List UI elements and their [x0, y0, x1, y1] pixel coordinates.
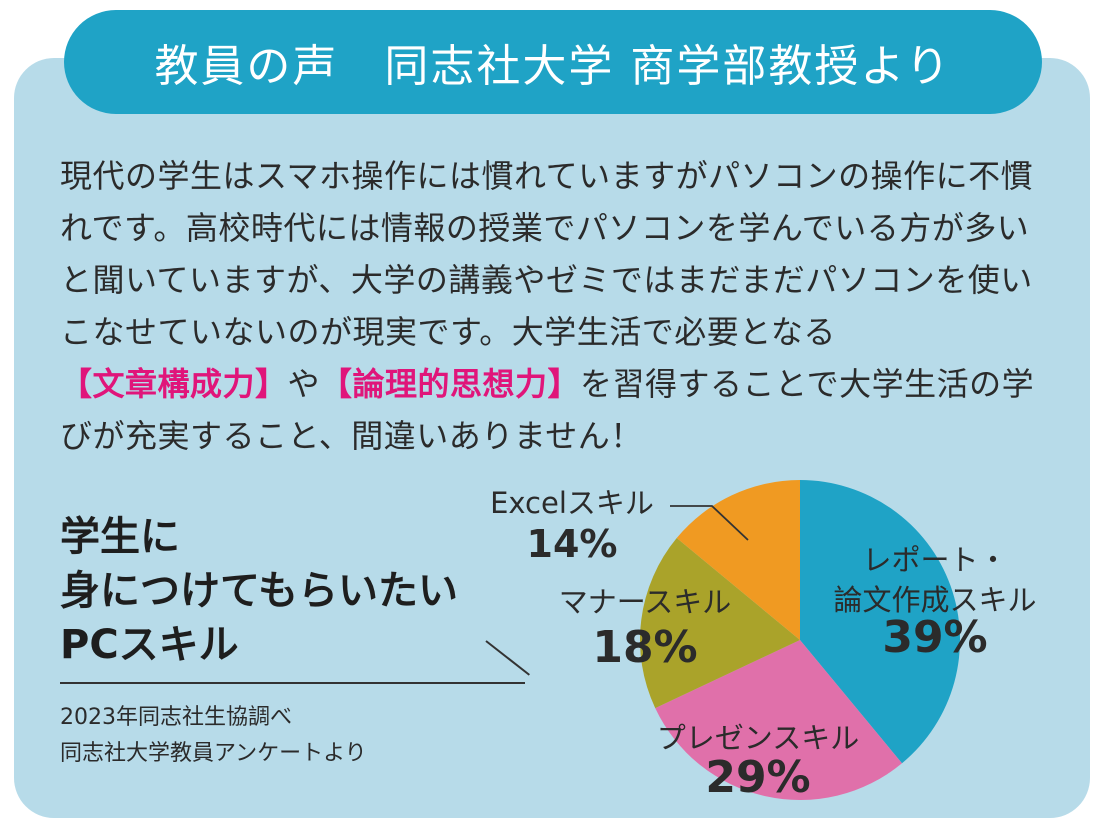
source-note: 2023年同志社生協調べ 同志社大学教員アンケートより — [60, 700, 367, 772]
chart-caption-line-3: PCスキル — [60, 622, 239, 668]
highlight-logic-skill: 【論理的思想力】 — [320, 365, 581, 403]
slice-value-label: 14% — [527, 522, 618, 566]
chart-caption-line-1: 学生に — [60, 514, 180, 560]
slice-label: 論文作成スキル — [833, 583, 1036, 617]
slice-label: レポート・ — [862, 543, 1007, 577]
page-title-banner: 教員の声 同志社大学 商学部教授より — [64, 10, 1042, 114]
pie-slice — [800, 480, 960, 764]
source-line-1: 2023年同志社生協調べ — [60, 705, 292, 730]
body-paragraph: 現代の学生はスマホ操作には慣れていますがパソコンの操作に不慣れです。高校時代には… — [60, 150, 1050, 462]
body-text-part-2: や — [287, 365, 321, 403]
slice-leader-line — [670, 505, 749, 541]
source-line-2: 同志社大学教員アンケートより — [60, 741, 367, 766]
body-text-part-3: を習得することで大学生活の学びが充実すること、間違いありません！ — [60, 365, 1035, 455]
pie-slice — [676, 480, 800, 640]
pie-slice — [655, 640, 902, 800]
pie-slice — [639, 538, 800, 709]
slice-label: プレゼンスキル — [657, 721, 859, 755]
slice-value-label: 18% — [592, 622, 697, 673]
chart-caption-line-2: 身につけてもらいたい — [60, 568, 458, 614]
chart-caption: 学生に 身につけてもらいたい PCスキル — [60, 510, 458, 672]
slice-value-label: 39% — [882, 612, 987, 663]
slice-value-label: 29% — [705, 752, 810, 803]
body-text-part-1: 現代の学生はスマホ操作には慣れていますがパソコンの操作に不慣れです。高校時代には… — [60, 157, 1034, 351]
caption-divider — [60, 682, 525, 684]
highlight-writing-skill: 【文章構成力】 — [60, 365, 288, 403]
slice-label: Excelスキル — [490, 486, 654, 520]
slice-label: マナースキル — [559, 585, 732, 619]
